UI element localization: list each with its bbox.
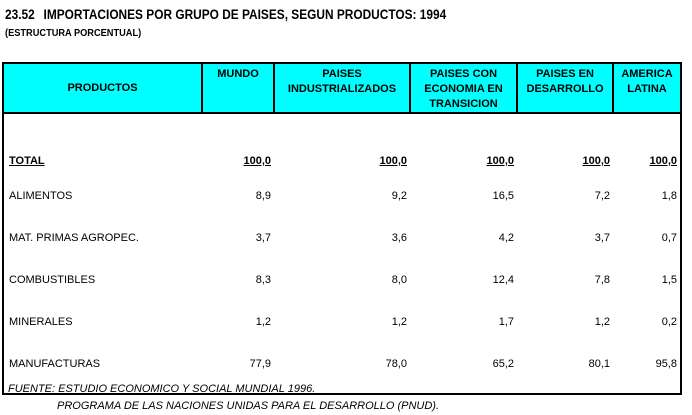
cell-value: 0,2 bbox=[661, 316, 677, 328]
cell-value: 100,0 bbox=[649, 155, 677, 167]
row-label: MANUFACTURAS bbox=[9, 358, 101, 370]
table-title-text: IMPORTACIONES POR GRUPO DE PAISES, SEGUN… bbox=[43, 7, 447, 22]
cell-value: 8,9 bbox=[255, 190, 271, 202]
cell-value: 100,0 bbox=[486, 155, 514, 167]
cell-value: 3,6 bbox=[391, 232, 407, 244]
cell-value: 8,0 bbox=[391, 274, 407, 286]
cell-value: 95,8 bbox=[655, 358, 677, 370]
column-header-paises-industrializados: PAISES INDUSTRIALIZADOS bbox=[273, 62, 411, 114]
cell-value: 7,2 bbox=[594, 190, 610, 202]
page-title: 23.52 IMPORTACIONES POR GRUPO DE PAISES, … bbox=[5, 7, 446, 22]
cell-value: 3,7 bbox=[255, 232, 271, 244]
column-header-paises-en-desarrollo: PAISES EN DESARROLLO bbox=[516, 62, 614, 114]
source-line-1: FUENTE: ESTUDIO ECONOMICO Y SOCIAL MUNDI… bbox=[8, 383, 316, 395]
imports-table: PRODUCTOS MUNDO PAISES INDUSTRIALIZADOS … bbox=[2, 62, 682, 395]
cell-value: 9,2 bbox=[391, 190, 407, 202]
cell-value: 3,7 bbox=[594, 232, 610, 244]
cell-value: 8,3 bbox=[255, 274, 271, 286]
row-label: COMBUSTIBLES bbox=[9, 274, 96, 286]
cell-value: 100,0 bbox=[243, 155, 271, 167]
table-row-manufacturas: MANUFACTURAS 77,9 78,0 65,2 80,1 95,8 bbox=[3, 343, 681, 385]
table-row-total: TOTAL 100,0 100,0 100,0 100,0 100,0 bbox=[3, 113, 681, 175]
page-subtitle: (ESTRUCTURA PORCENTUAL) bbox=[5, 27, 142, 39]
cell-value: 1,8 bbox=[661, 190, 677, 202]
row-label: MAT. PRIMAS AGROPEC. bbox=[9, 232, 139, 244]
column-header-mundo: MUNDO bbox=[201, 62, 275, 114]
table-row-combustibles: COMBUSTIBLES 8,3 8,0 12,4 7,8 1,5 bbox=[3, 259, 681, 301]
cell-value: 16,5 bbox=[492, 190, 514, 202]
cell-value: 78,0 bbox=[385, 358, 407, 370]
cell-value: 100,0 bbox=[379, 155, 407, 167]
cell-value: 12,4 bbox=[492, 274, 514, 286]
column-header-america-latina: AMERICA LATINA bbox=[612, 62, 682, 114]
cell-value: 7,8 bbox=[594, 274, 610, 286]
row-label: ALIMENTOS bbox=[9, 190, 73, 202]
row-label: TOTAL bbox=[9, 155, 45, 167]
cell-value: 0,7 bbox=[661, 232, 677, 244]
column-header-productos: PRODUCTOS bbox=[2, 62, 203, 114]
cell-value: 1,2 bbox=[391, 316, 407, 328]
source-note: FUENTE: ESTUDIO ECONOMICO Y SOCIAL MUNDI… bbox=[8, 381, 439, 415]
cell-value: 1,5 bbox=[661, 274, 677, 286]
table-body: TOTAL 100,0 100,0 100,0 100,0 100,0 ALIM… bbox=[3, 113, 681, 394]
cell-value: 77,9 bbox=[249, 358, 271, 370]
table-number: 23.52 bbox=[5, 7, 35, 22]
table-row-alimentos: ALIMENTOS 8,9 9,2 16,5 7,2 1,8 bbox=[3, 175, 681, 217]
cell-value: 80,1 bbox=[588, 358, 610, 370]
cell-value: 1,2 bbox=[255, 316, 271, 328]
source-line-2: PROGRAMA DE LAS NACIONES UNIDAS PARA EL … bbox=[57, 400, 440, 412]
cell-value: 1,7 bbox=[498, 316, 514, 328]
table-row-mat-primas-agropec: MAT. PRIMAS AGROPEC. 3,7 3,6 4,2 3,7 0,7 bbox=[3, 217, 681, 259]
row-label: MINERALES bbox=[9, 316, 73, 328]
header-row: PRODUCTOS MUNDO PAISES INDUSTRIALIZADOS … bbox=[2, 62, 682, 114]
cell-value: 100,0 bbox=[582, 155, 610, 167]
cell-value: 1,2 bbox=[594, 316, 610, 328]
column-header-paises-economia-transicion: PAISES CON ECONOMIA EN TRANSICION bbox=[409, 62, 518, 114]
table-row-minerales: MINERALES 1,2 1,2 1,7 1,2 0,2 bbox=[3, 301, 681, 343]
table-header: PRODUCTOS MUNDO PAISES INDUSTRIALIZADOS … bbox=[2, 62, 682, 114]
cell-value: 65,2 bbox=[492, 358, 514, 370]
cell-value: 4,2 bbox=[498, 232, 514, 244]
